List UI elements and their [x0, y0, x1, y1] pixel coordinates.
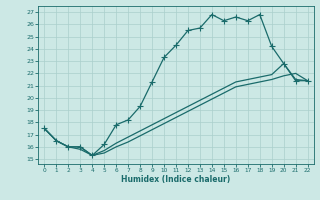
X-axis label: Humidex (Indice chaleur): Humidex (Indice chaleur)	[121, 175, 231, 184]
